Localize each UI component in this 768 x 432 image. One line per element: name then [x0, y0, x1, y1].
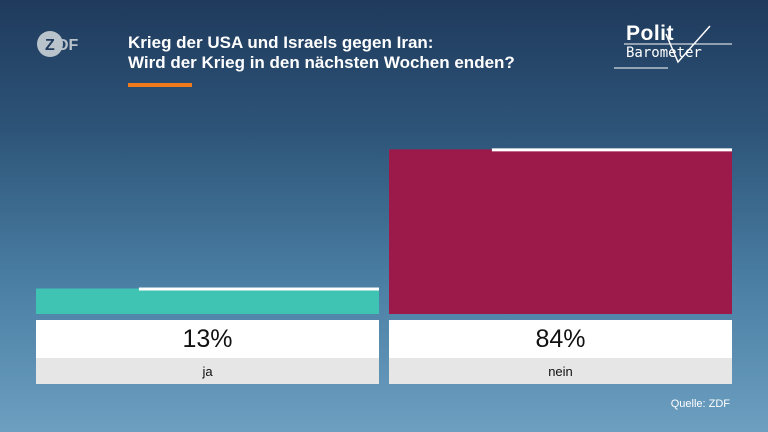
politbarometer-logo: Polit Barometer	[614, 22, 734, 74]
title-accent-line	[128, 83, 192, 87]
zdf-logo: Z DF	[37, 31, 79, 57]
bar-nein	[389, 149, 732, 314]
politbarometer-word-barometer: Barometer	[626, 45, 702, 61]
source-note: Quelle: ZDF	[670, 398, 730, 410]
title-line-1: Krieg der USA und Israels gegen Iran:	[128, 33, 434, 52]
svg-text:DF: DF	[57, 37, 79, 54]
category-label-ja: ja	[36, 358, 379, 384]
data-label-ja: 13%	[36, 320, 379, 358]
data-label-nein: 84%	[389, 320, 732, 358]
category-label-nein: nein	[389, 358, 732, 384]
svg-text:Z: Z	[45, 37, 55, 54]
chart-title: Krieg der USA und Israels gegen Iran: Wi…	[128, 33, 515, 73]
checkmark-icon	[614, 25, 732, 69]
previous-value-marker-nein	[491, 148, 732, 152]
previous-value-marker-ja	[138, 287, 379, 291]
title-line-2: Wird der Krieg in den nächsten Wochen en…	[128, 53, 515, 72]
bar-ja	[36, 288, 379, 314]
politbarometer-word-polit: Polit	[626, 22, 674, 45]
